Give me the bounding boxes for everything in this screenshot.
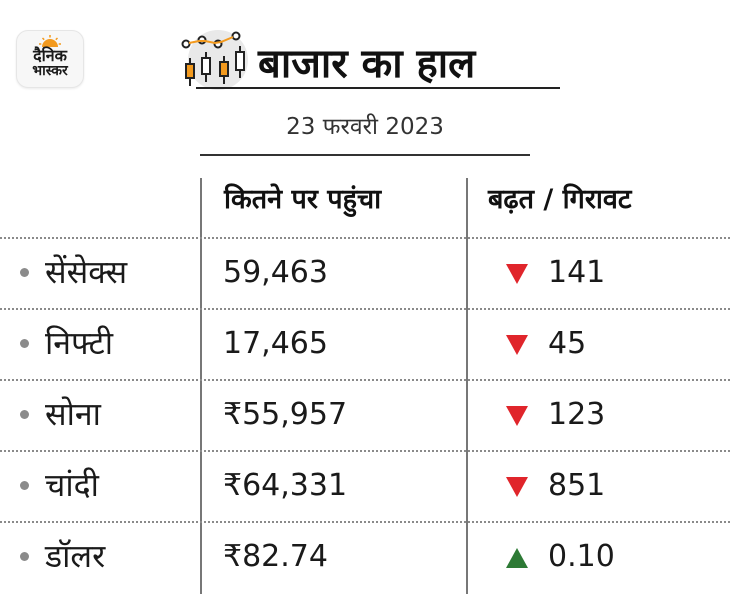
candlestick-chart-icon (181, 30, 248, 90)
bullet-icon (20, 339, 29, 348)
up-triangle-icon (506, 548, 528, 568)
title-underline (196, 87, 560, 89)
down-triangle-icon (506, 406, 528, 426)
sun-logo-icon (39, 35, 61, 47)
table-row: सोना ₹55,957 123 (0, 379, 730, 450)
row-value: ₹55,957 (223, 397, 348, 432)
row-value: 17,465 (223, 326, 328, 361)
row-name: चांदी (45, 466, 99, 504)
row-value: ₹82.74 (223, 539, 328, 574)
row-value: ₹64,331 (223, 468, 348, 503)
down-triangle-icon (506, 264, 528, 284)
column-divider-2 (466, 178, 468, 594)
change-column-header: बढ़त / गिरावट (488, 184, 632, 215)
column-divider-1 (200, 178, 202, 594)
row-divider (0, 450, 730, 452)
row-change: 45 (548, 326, 587, 361)
row-name: डॉलर (45, 537, 106, 575)
row-divider (0, 521, 730, 523)
value-column-header: कितने पर पहुंचा (224, 184, 382, 215)
row-divider (0, 379, 730, 381)
bullet-icon (20, 481, 29, 490)
row-name: सेंसेक्स (45, 253, 128, 291)
row-change: 141 (548, 255, 606, 290)
table-row: डॉलर ₹82.74 0.10 (0, 521, 730, 592)
dainik-bhaskar-logo: दैनिक भास्कर (16, 30, 84, 88)
down-triangle-icon (506, 477, 528, 497)
bullet-icon (20, 268, 29, 277)
bullet-icon (20, 552, 29, 561)
page-title: बाजार का हाल (258, 41, 476, 87)
down-triangle-icon (506, 335, 528, 355)
table-row: निफ्टी 17,465 45 (0, 308, 730, 379)
bullet-icon (20, 410, 29, 419)
date-label: 23 फरवरी 2023 (286, 114, 444, 140)
row-change: 0.10 (548, 539, 615, 574)
date-underline (200, 154, 530, 156)
row-change: 123 (548, 397, 606, 432)
row-divider (0, 237, 730, 239)
row-change: 851 (548, 468, 606, 503)
row-divider (0, 308, 730, 310)
row-name: सोना (45, 395, 101, 433)
logo-text-line2: भास्कर (32, 63, 68, 79)
table-row: चांदी ₹64,331 851 (0, 450, 730, 521)
row-value: 59,463 (223, 255, 328, 290)
logo-text-line1: दैनिक (33, 46, 67, 65)
table-row: सेंसेक्स 59,463 141 (0, 237, 730, 308)
row-name: निफ्टी (45, 324, 114, 362)
